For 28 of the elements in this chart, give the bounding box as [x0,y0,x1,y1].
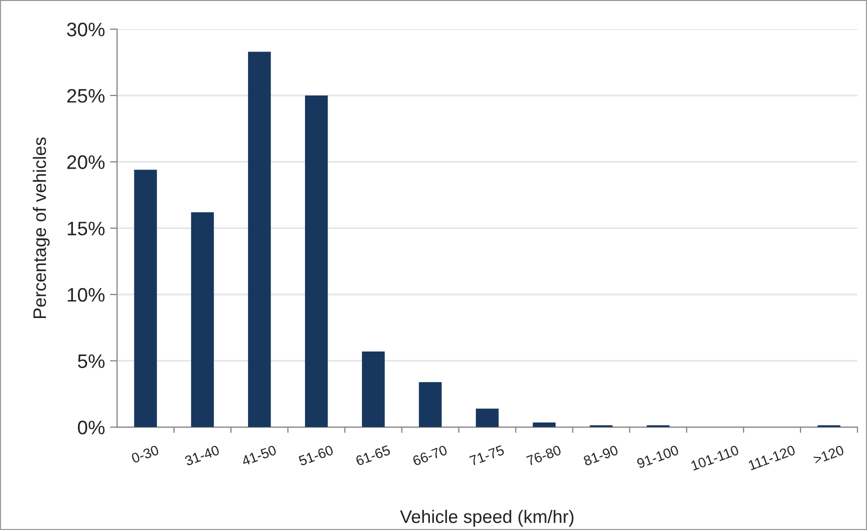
y-axis-title: Percentage of vehicles [32,137,50,318]
bar [532,422,556,428]
bar [134,170,157,428]
y-tick-label: 15% [68,222,105,236]
x-tick-label: 76-80 [526,444,562,466]
bar [248,52,271,428]
y-tick-label: 10% [68,288,105,302]
y-tick-label: 0% [78,420,105,434]
y-tick-label: 20% [67,155,105,170]
y-tick-label: 5% [78,354,105,368]
x-tick-label: 91-100 [636,444,680,469]
x-tick-label: 31-40 [184,444,220,466]
x-tick-label: 51-60 [298,444,334,466]
x-tick-label: >120 [812,444,844,464]
x-tick-label: 41-50 [240,444,277,466]
bar [304,95,328,428]
y-tick-label: 30% [67,22,105,36]
x-tick-label: 71-75 [469,445,505,466]
x-tick-label: 0-30 [130,444,160,464]
x-tick-label: 66-70 [412,444,448,466]
bar [191,212,214,428]
x-tick-label: 81-90 [582,444,619,466]
y-tick-label: 25% [67,88,105,103]
bar [476,408,499,428]
bar [362,352,385,428]
x-axis-title: Vehicle speed (km/hr) [400,510,574,527]
x-tick-label: 61-65 [355,444,391,466]
bar [418,382,442,428]
